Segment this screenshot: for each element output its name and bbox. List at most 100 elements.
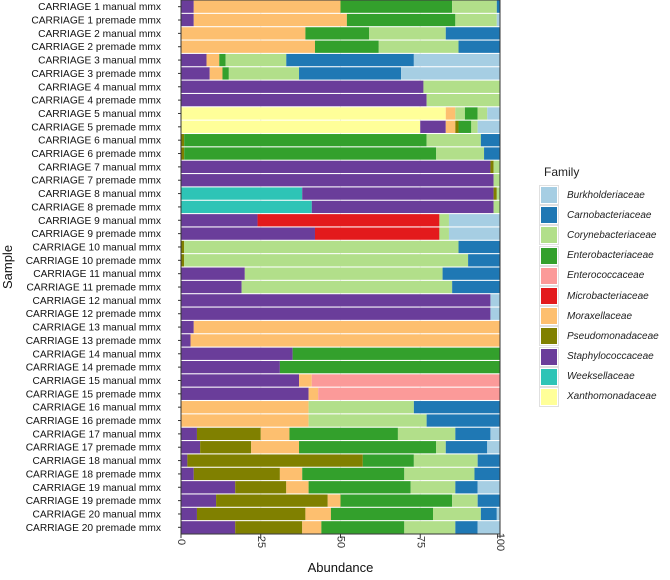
bar-segment [455,481,478,494]
bar-segment [184,134,427,147]
y-tick-label: CARRIAGE 6 premade mmx [31,149,161,160]
legend-swatch [539,306,559,327]
legend: Family Burkholderiaceae Carnobacteriaceae… [539,165,668,407]
bar-segment [181,481,236,494]
legend-item: Staphylococcaceae [539,346,668,367]
bar-segment [181,174,494,187]
bar-segment [181,267,245,280]
y-tick-label: CARRIAGE 7 manual mmx [38,162,161,173]
bar-segment [314,40,379,53]
bar-segment [318,387,500,400]
bar-segment [181,254,185,267]
bar-segment [193,467,280,481]
legend-swatch [539,205,559,226]
y-tick-label: CARRIAGE 19 premade mmx [26,496,161,507]
bar-segment [200,441,252,454]
y-tick-label: CARRIAGE 12 premade mmx [26,309,161,320]
bar-segment [477,521,500,534]
y-tick-label: CARRIAGE 3 manual mmx [38,56,161,67]
y-tick-label: CARRIAGE 16 premade mmx [26,416,161,427]
bar-segment [181,0,194,13]
bar-segment [181,347,293,360]
bar-segment [279,467,303,481]
bar-segment [484,147,500,160]
y-tick-label: CARRIAGE 14 premade mmx [26,363,161,374]
legend-item: Pseudomonadaceae [539,326,668,347]
bar-segment [181,214,258,227]
x-axis-title: Abundance [308,560,374,575]
legend-label: Xanthomonadaceae [567,391,657,403]
legend-label: Pseudomonadaceae [567,330,659,342]
bar-segment [235,481,287,494]
bar-segment [289,427,398,441]
bar-segment [452,280,500,294]
bar-segment [302,521,322,534]
bar-segment [439,227,449,240]
bar-segment [305,27,370,40]
bar-segment [458,120,472,133]
bar-segment [184,240,459,254]
bar-segment [340,494,453,507]
bar-segment [235,521,303,534]
bar-segment [219,53,226,67]
legend-label: Corynebacteriaceae [567,229,657,241]
bar-segment [314,227,440,240]
bar-segment [477,454,500,467]
bar-segment [496,507,500,521]
legend-item: Corynebacteriaceae [539,225,668,246]
y-tick-label: CARRIAGE 1 premade mmx [31,16,161,27]
bar-segment [193,13,347,27]
legend-label: Enterococcaceae [567,270,645,282]
bar-segment [410,481,456,494]
bar-segment [493,187,497,200]
legend-item: Xanthomonadaceae [539,386,668,407]
y-tick-label: CARRIAGE 9 manual mmx [38,216,161,227]
legend-item: Enterococcaceae [539,265,668,286]
bar-segment [436,441,446,454]
bar-segment [490,427,500,441]
y-tick-label: CARRIAGE 17 premade mmx [26,443,161,454]
bar-segment [181,521,236,534]
bar-segment [181,441,201,454]
bar-segment [458,240,500,254]
bar-segment [401,67,500,80]
y-tick-label: CARRIAGE 12 manual mmx [32,296,161,307]
bar-segment [445,27,500,40]
bar-segment [308,401,414,414]
bar-segment [193,0,341,13]
legend-swatch [539,346,559,367]
bar-segment [340,0,453,13]
bar-segment [487,107,500,120]
bar-segment [260,427,290,441]
bar-segment [308,481,411,494]
bar-segment [455,427,491,441]
bar-segment [458,40,500,53]
y-tick-label: CARRIAGE 8 premade mmx [31,202,161,213]
bar-segment [299,441,437,454]
y-tick-label: CARRIAGE 4 manual mmx [38,82,161,93]
bar-segment [477,107,488,120]
legend-item: Moraxellaceae [539,306,668,327]
bar-segment [404,521,456,534]
bar-segment [241,280,453,294]
bar-segment [455,107,465,120]
bar-segment [420,120,446,133]
y-tick-label: CARRIAGE 18 premade mmx [26,469,161,480]
bar-segment [181,401,309,414]
bar-segment [471,120,478,133]
bar-segment [228,67,300,80]
y-tick-label: CARRIAGE 16 manual mmx [32,403,161,414]
bar-segment [196,427,261,441]
bar-segment [181,294,491,307]
legend-swatch [539,185,559,206]
y-tick-label: CARRIAGE 14 manual mmx [32,349,161,360]
bar-segment [413,401,500,414]
legend-swatch [539,245,559,266]
bar-segment [480,134,500,147]
y-tick-label: CARRIAGE 20 premade mmx [26,523,161,534]
bar-segment [477,494,500,507]
bar-segment [468,254,500,267]
bar-segment [346,13,456,27]
